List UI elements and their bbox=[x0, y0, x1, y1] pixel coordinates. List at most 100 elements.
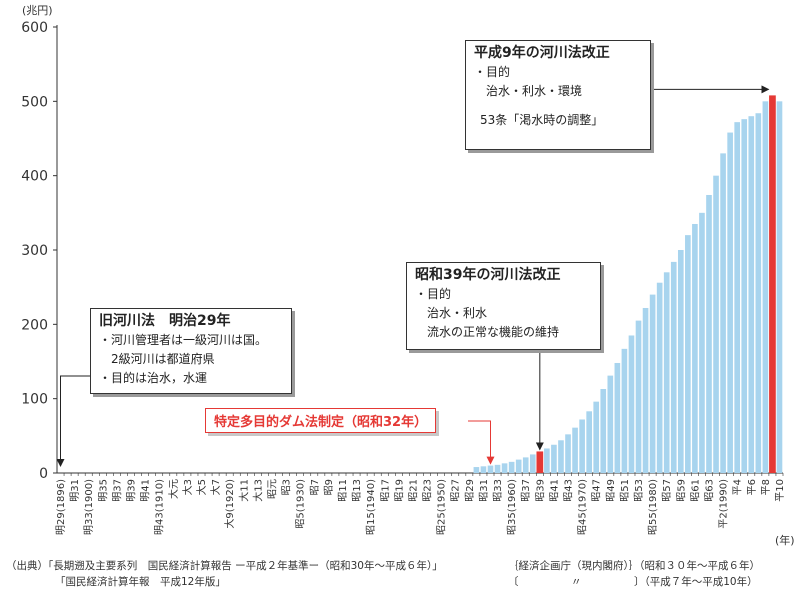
bar-昭47 bbox=[593, 401, 600, 473]
x-tick-label: 明43(1910) bbox=[154, 479, 166, 535]
bar-平10 bbox=[776, 101, 783, 473]
x-axis: 明29(1896) 明31 明33(1900) 明35 明37 明39 明41 明43(191… bbox=[55, 472, 795, 547]
x-tick-label: 昭17 bbox=[379, 479, 391, 502]
x-tick-label: 大3 bbox=[181, 479, 194, 495]
annotation-m29-title: 旧河川法 明治29年 bbox=[99, 313, 231, 329]
annotation-h9-line: 53条「渇水時の調整」 bbox=[480, 113, 604, 127]
x-tick-label: 昭53 bbox=[633, 479, 645, 502]
y-tick-label: 400 bbox=[21, 169, 48, 185]
x-tick-label: 昭15(1940) bbox=[365, 479, 377, 535]
x-tick-label: 昭43 bbox=[563, 479, 575, 502]
x-tick-label: 昭23 bbox=[422, 479, 434, 502]
x-tick-label: 平10 bbox=[775, 479, 786, 502]
x-tick-label: 昭元 bbox=[267, 479, 279, 499]
x-tick-label: 昭7 bbox=[309, 479, 321, 495]
source-line-2b: 〔 〃 〕（平成７年～平成10年） bbox=[508, 576, 758, 588]
y-tick-label: 0 bbox=[39, 466, 48, 482]
source-line-2a: 「国民経済計算年報 平成12年版」 bbox=[55, 576, 226, 588]
x-tick-label: 昭41 bbox=[548, 479, 560, 502]
x-tick-label: 昭45(1970) bbox=[577, 479, 589, 535]
x-tick-label: 昭5(1930) bbox=[295, 479, 307, 529]
x-tick-label: 大9(1920) bbox=[223, 479, 236, 529]
bar-昭56 bbox=[656, 282, 663, 473]
bar-昭43 bbox=[565, 434, 571, 473]
bar-昭33 bbox=[494, 464, 501, 473]
annotation-m29-box: 旧河川法 明治29年 ・河川管理者は一級河川は国。 2級河川は都道府県 ・目的は… bbox=[90, 308, 292, 394]
x-tick-label: 昭11 bbox=[337, 479, 349, 502]
bar-昭30 bbox=[473, 467, 480, 473]
bar-平元 bbox=[713, 175, 719, 474]
bar-昭61 bbox=[692, 223, 698, 473]
bar-昭46 bbox=[586, 411, 592, 473]
x-tick-label: 明29(1896) bbox=[55, 479, 67, 535]
bar-昭63 bbox=[706, 194, 712, 474]
x-tick-label: 昭47 bbox=[591, 479, 603, 502]
bar-平6 bbox=[748, 116, 755, 473]
x-tick-label: 昭31 bbox=[478, 479, 490, 502]
bar-昭44 bbox=[572, 427, 578, 473]
bar-昭41 bbox=[551, 444, 557, 473]
x-tick-label: 明35 bbox=[97, 479, 109, 502]
x-tick-label: 昭19 bbox=[393, 479, 405, 502]
annotation-m29-line: 2級河川は都道府県 bbox=[111, 352, 215, 366]
bar-平7 bbox=[755, 113, 762, 473]
annotation-h9-box: 平成9年の河川法改正 ・目的 治水・利水・環境 53条「渇水時の調整」 bbox=[465, 40, 651, 150]
x-tick-label: 昭55(1980) bbox=[647, 479, 659, 535]
x-tick-label: 昭21 bbox=[408, 479, 420, 502]
x-tick-label: 昭27 bbox=[450, 479, 462, 502]
bar-昭49 bbox=[607, 375, 614, 473]
bar-平8 bbox=[762, 101, 769, 473]
bars bbox=[473, 95, 783, 474]
annotation-s39-box: 昭和39年の河川法改正 ・目的 治水・利水 流水の正常な機能の維持 bbox=[406, 262, 601, 350]
bar-昭37 bbox=[522, 457, 529, 473]
bar-平9 bbox=[769, 95, 776, 473]
bar-昭36 bbox=[515, 459, 522, 473]
x-tick-label: 大元 bbox=[167, 479, 180, 499]
bar-昭39 bbox=[536, 451, 544, 473]
bar-昭32 bbox=[487, 465, 494, 473]
x-tick-label: 平6 bbox=[747, 479, 758, 495]
x-tick-label: 昭9 bbox=[323, 479, 335, 495]
bar-昭51 bbox=[621, 348, 628, 473]
y-tick-label: 500 bbox=[21, 94, 48, 110]
bar-昭57 bbox=[663, 272, 670, 473]
x-tick-label: 昭29 bbox=[464, 479, 476, 502]
annotation-h9-line bbox=[474, 101, 642, 111]
x-tick-label: 平2(1990) bbox=[719, 479, 730, 529]
bar-昭42 bbox=[558, 440, 564, 473]
bar-昭55 bbox=[649, 294, 656, 473]
bar-平4 bbox=[734, 122, 741, 474]
bar-平5 bbox=[741, 119, 748, 474]
x-tick-label: 大5 bbox=[195, 479, 208, 495]
bar-昭53 bbox=[635, 320, 642, 473]
bar-昭45 bbox=[579, 419, 585, 473]
annotation-m29-line: ・河川管理者は一級河川は国。 bbox=[99, 333, 268, 347]
bar-昭35 bbox=[508, 461, 515, 473]
annotation-m29-line: ・目的は治水，水運 bbox=[99, 371, 208, 385]
x-tick-label: 昭63 bbox=[704, 479, 716, 502]
x-tick-label: 昭33 bbox=[492, 479, 504, 502]
y-tick-label: 100 bbox=[21, 392, 48, 408]
annotation-h9-title: 平成9年の河川法改正 bbox=[474, 45, 610, 61]
annotation-s39-line: 流水の正常な機能の維持 bbox=[427, 325, 560, 339]
bar-昭48 bbox=[600, 389, 607, 473]
bar-昭38 bbox=[529, 454, 536, 473]
source-line-1b: ｛経済企画庁（現内閣府）｝（昭和３０年～平成６年） bbox=[508, 560, 760, 572]
bar-昭60 bbox=[685, 235, 691, 473]
x-tick-label: 明37 bbox=[111, 479, 123, 502]
y-unit-label: (兆円) bbox=[22, 4, 53, 17]
bar-昭62 bbox=[699, 212, 705, 473]
bar-昭50 bbox=[614, 362, 621, 473]
x-tick-label: 明41 bbox=[140, 479, 152, 502]
x-tick-label: 昭13 bbox=[351, 479, 363, 502]
x-unit-label: (年) bbox=[775, 533, 795, 547]
x-tick-label: 明39 bbox=[126, 479, 138, 502]
source-line-1a: （出典）「長期遡及主要系列 国民経済計算報告 ー平成２年基準ー（昭和30年～平成… bbox=[6, 560, 443, 572]
y-tick-label: 300 bbox=[21, 243, 48, 259]
y-axis: 0 100 200 300 400 500 600 (兆円) bbox=[21, 4, 58, 482]
bar-昭34 bbox=[501, 463, 508, 473]
x-tick-label: 昭25(1950) bbox=[436, 479, 448, 535]
arrow-m29 bbox=[56, 375, 90, 467]
bar-平2 bbox=[720, 153, 726, 473]
x-tick-label: 明31 bbox=[69, 479, 81, 502]
